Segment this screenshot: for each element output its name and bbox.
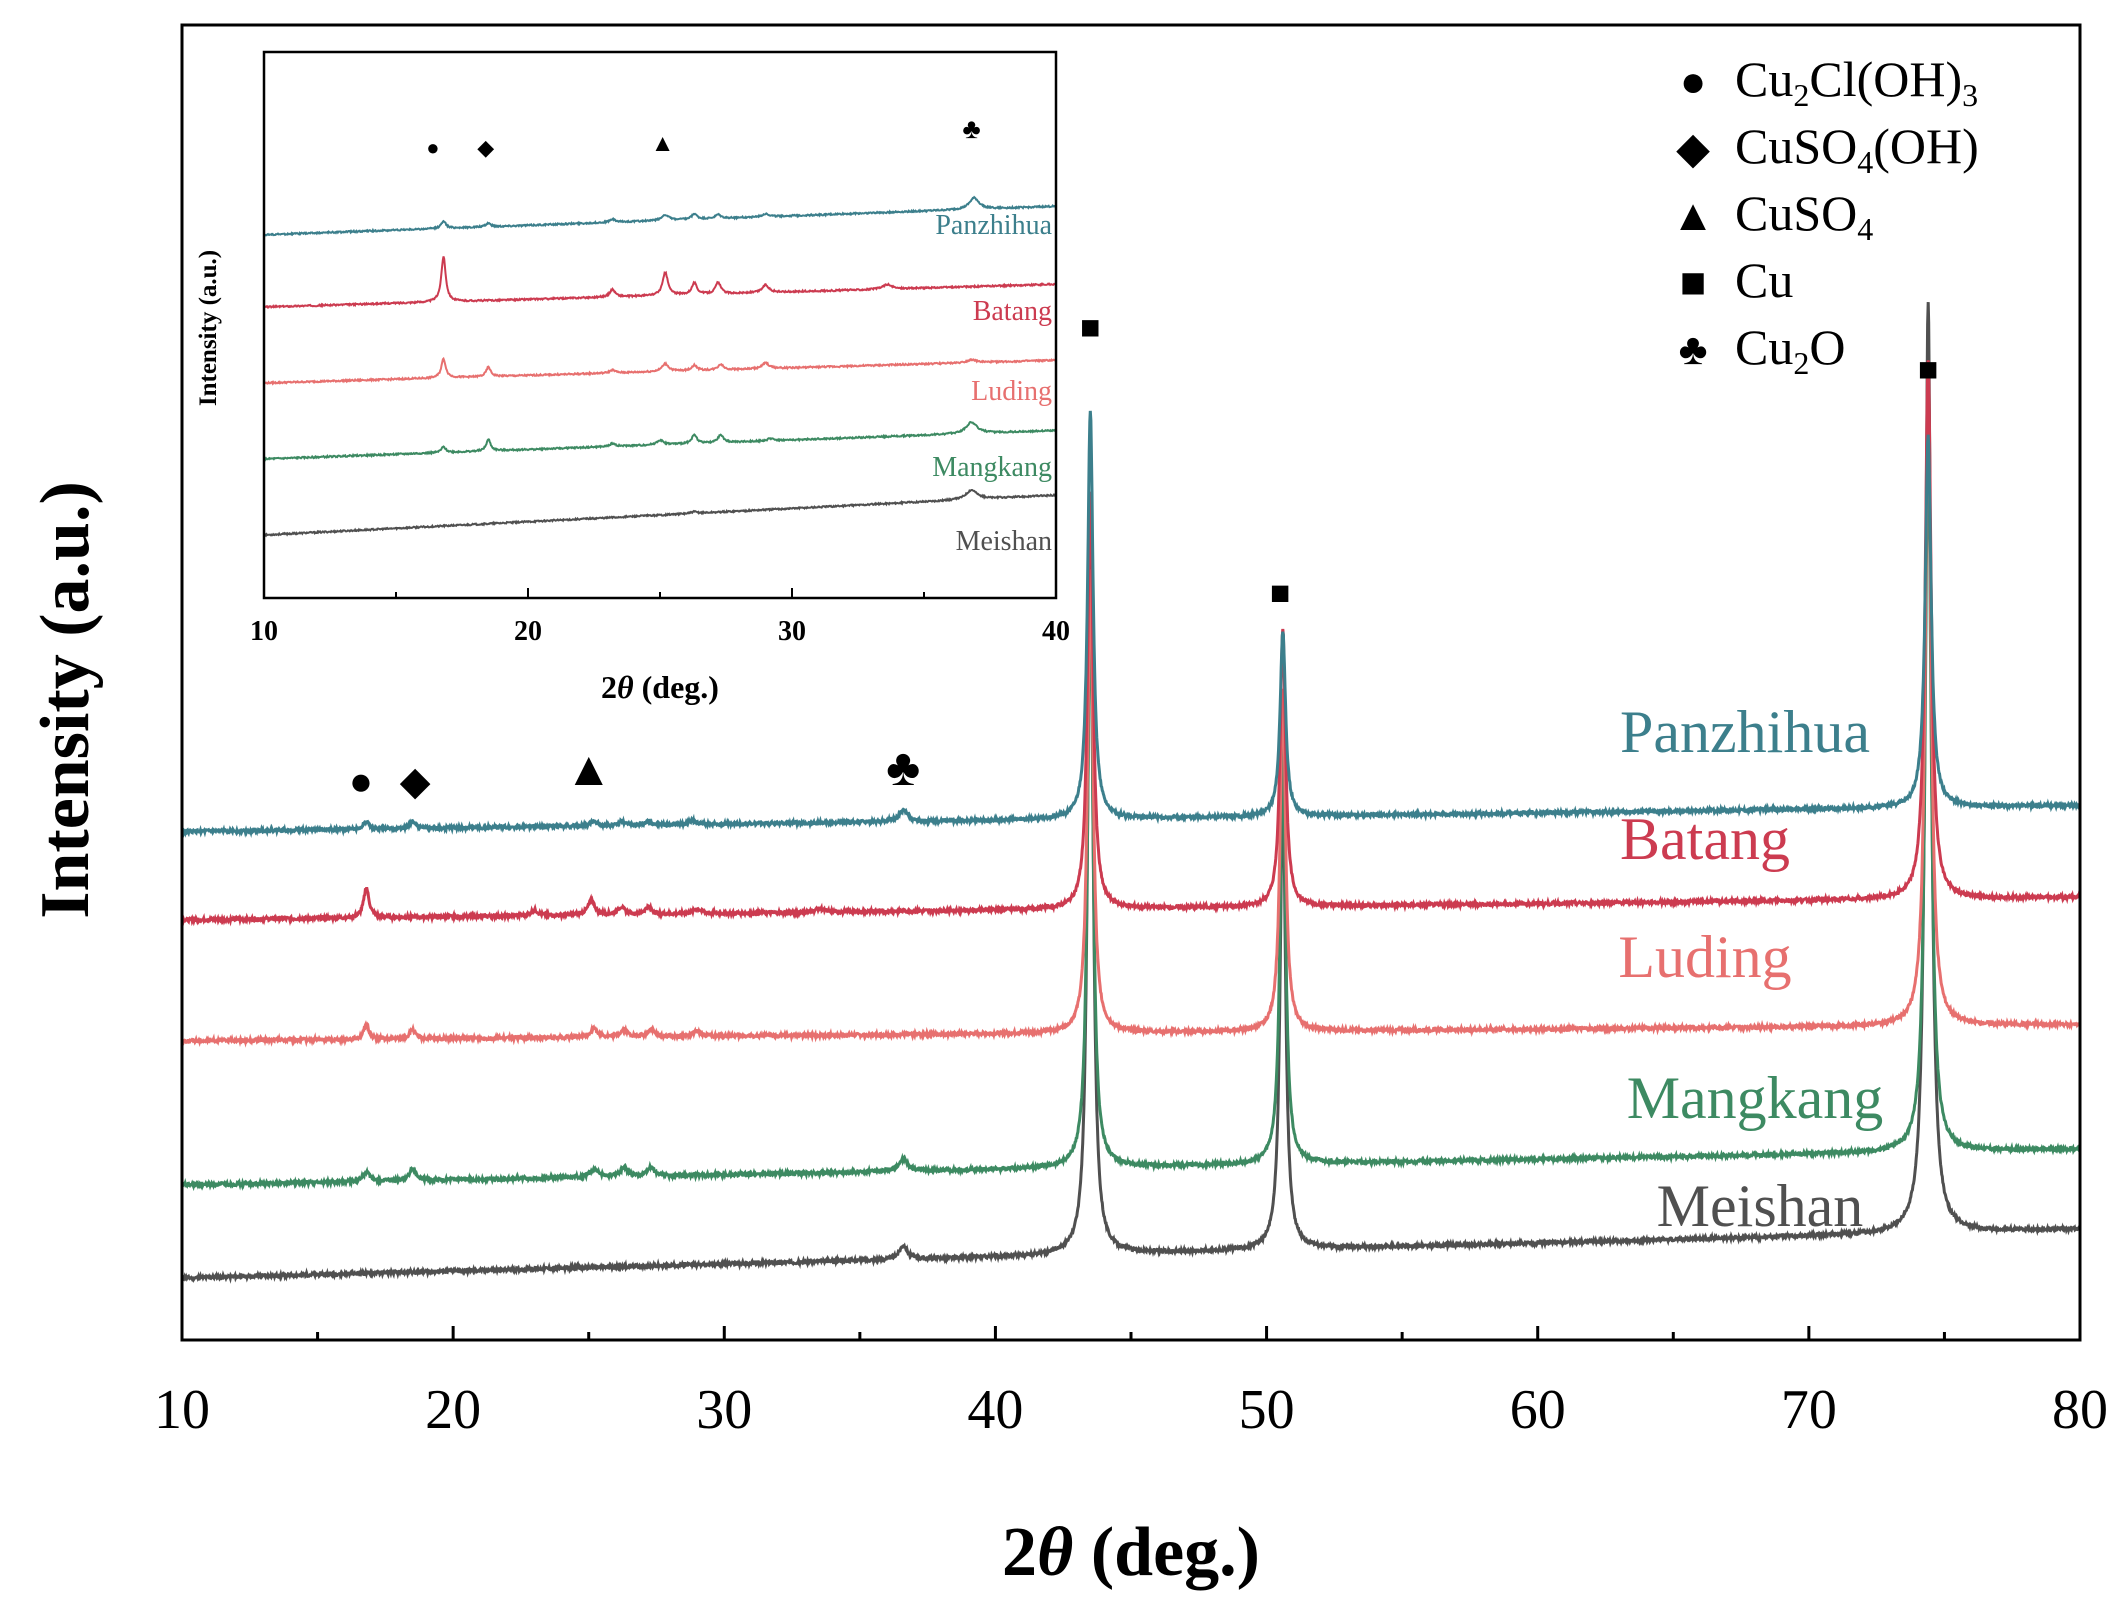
legend-label: CuSO4(OH) xyxy=(1735,118,1979,180)
inset-background xyxy=(264,52,1056,598)
x-tick-label: 80 xyxy=(2052,1379,2108,1441)
legend-label-rest: O xyxy=(1809,319,1845,375)
legend-label-main: CuSO xyxy=(1735,118,1857,174)
legend-symbol: ■ xyxy=(1680,258,1707,307)
inset-phase-marker: ● xyxy=(426,135,439,160)
x-tick-label: 40 xyxy=(967,1379,1023,1441)
x-axis-label-prefix: 2 xyxy=(1002,1514,1037,1591)
inset-series-label-panzhihua: Panzhihua xyxy=(935,210,1052,241)
inset-series-line-panzhihua xyxy=(263,195,1057,237)
series-label-mangkang: Mangkang xyxy=(1627,1065,1884,1131)
inset-series-label-mangkang: Mangkang xyxy=(932,452,1052,483)
legend-label-main: CuSO xyxy=(1735,185,1857,241)
legend-label-rest: Cl(OH) xyxy=(1809,51,1962,107)
legend-label-rest: (OH) xyxy=(1873,118,1979,174)
legend-label-sub: 4 xyxy=(1857,144,1873,180)
legend-symbol: ● xyxy=(1680,57,1707,106)
inset-series-line-meishan xyxy=(263,489,1057,538)
series-line-panzhihua xyxy=(180,410,2082,838)
inset-series-line-mangkang xyxy=(263,420,1057,462)
legend-label: CuSO4 xyxy=(1735,185,1873,247)
inset-x-axis-label-suffix: (deg.) xyxy=(634,669,719,705)
phase-marker: ▲ xyxy=(565,743,613,796)
inset-x-axis-label-prefix: 2 xyxy=(601,669,617,705)
inset-x-tick-label: 20 xyxy=(514,616,542,647)
legend-label-main: Cu xyxy=(1735,51,1793,107)
inset-x-axis-label-theta: θ xyxy=(617,669,634,705)
inset-x-axis-label: 2θ (deg.) xyxy=(601,669,719,705)
x-tick-label: 30 xyxy=(696,1379,752,1441)
x-tick-label: 70 xyxy=(1781,1379,1837,1441)
phase-marker: ■ xyxy=(1080,310,1101,347)
x-tick-label: 50 xyxy=(1239,1379,1295,1441)
x-tick-label: 10 xyxy=(154,1379,210,1441)
series-label-luding: Luding xyxy=(1618,924,1791,990)
inset-x-tick-label: 10 xyxy=(250,616,278,647)
legend-label: Cu2Cl(OH)3 xyxy=(1735,51,1978,113)
series-line-batang xyxy=(181,360,2082,927)
phase-marker: ● xyxy=(349,758,373,803)
legend-label-main: Cu xyxy=(1735,319,1793,375)
legend-symbol: ◆ xyxy=(1676,124,1710,173)
legend-label-sub: 2 xyxy=(1793,77,1809,113)
phase-marker: ♣ xyxy=(886,740,920,797)
series-label-panzhihua: Panzhihua xyxy=(1620,699,1870,765)
legend-label-sub: 2 xyxy=(1793,345,1809,381)
legend-symbol: ♣ xyxy=(1679,325,1708,374)
inset-series-label-luding: Luding xyxy=(971,376,1052,407)
inset-phase-marker: ◆ xyxy=(477,135,494,160)
phase-marker: ■ xyxy=(1270,575,1291,612)
inset-phase-marker: ▲ xyxy=(651,131,675,157)
inset-y-axis-label: Intensity (a.u.) xyxy=(195,250,222,406)
series-line-mangkang xyxy=(180,427,2081,1192)
inset-series-line-luding xyxy=(263,356,1057,386)
series-line-luding xyxy=(180,392,2081,1048)
legend-label: Cu xyxy=(1735,252,1793,308)
inset-x-tick-label: 40 xyxy=(1042,616,1070,647)
inset-series-label-meishan: Meishan xyxy=(956,526,1052,557)
legend-symbol: ▲ xyxy=(1671,191,1715,240)
series-label-meishan: Meishan xyxy=(1657,1173,1864,1239)
x-axis-label-suffix: (deg.) xyxy=(1073,1514,1260,1591)
legend-label-sub: 3 xyxy=(1962,77,1978,113)
phase-marker: ◆ xyxy=(400,758,431,803)
legend-label-main: Cu xyxy=(1735,252,1793,308)
inset-phase-marker: ♣ xyxy=(962,114,980,145)
series-line-meishan xyxy=(180,302,2082,1284)
x-tick-label: 60 xyxy=(1510,1379,1566,1441)
inset-series-line-batang xyxy=(263,256,1057,309)
series-label-batang: Batang xyxy=(1620,806,1790,872)
x-axis-label-theta: θ xyxy=(1037,1514,1073,1591)
inset-x-tick-label: 30 xyxy=(778,616,806,647)
x-tick-label: 20 xyxy=(425,1379,481,1441)
legend-label-sub: 4 xyxy=(1857,211,1873,247)
phase-marker: ■ xyxy=(1918,352,1939,389)
legend-label: Cu2O xyxy=(1735,319,1845,381)
x-axis-label: 2θ (deg.) xyxy=(1002,1514,1260,1591)
inset-series-label-batang: Batang xyxy=(973,296,1052,327)
y-axis-label: Intensity (a.u.) xyxy=(27,481,104,919)
